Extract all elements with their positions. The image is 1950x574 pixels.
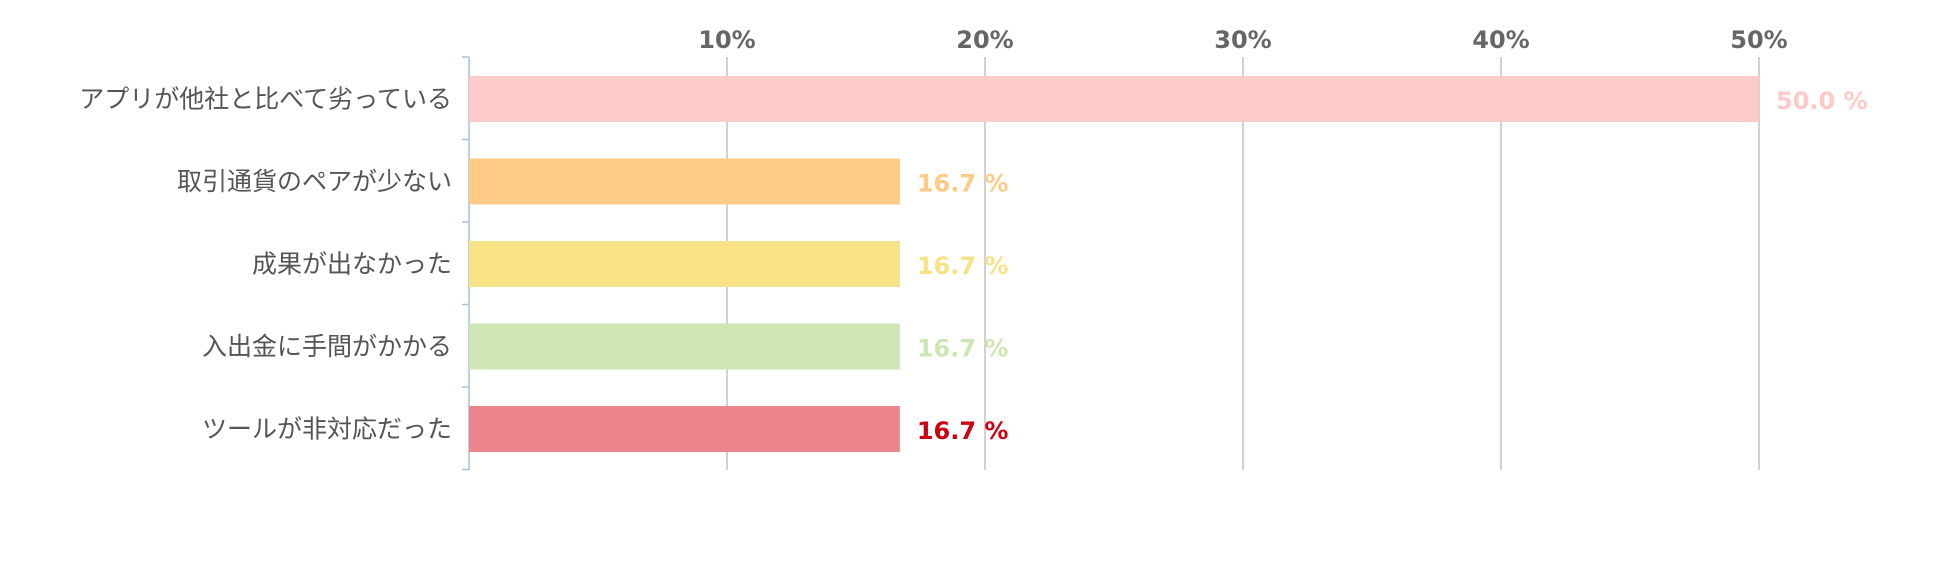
category-label: 取引通貨のペアが少ない bbox=[177, 167, 452, 196]
x-tick-label: 20% bbox=[956, 26, 1013, 54]
bar bbox=[469, 158, 900, 205]
category-label: 入出金に手間がかかる bbox=[202, 332, 452, 361]
category-labels: アプリが他社と比べて劣っている取引通貨のペアが少ない成果が出なかった入出金に手間… bbox=[79, 85, 452, 444]
x-axis-tick-labels: 10% 20% 30% 40% 50% bbox=[698, 26, 1787, 54]
value-label: 16.7 % bbox=[917, 170, 1009, 198]
category-label: ツールが非対応だった bbox=[202, 415, 452, 444]
bar bbox=[469, 76, 1759, 122]
bar bbox=[469, 241, 900, 287]
value-label: 16.7 % bbox=[917, 335, 1009, 363]
bar bbox=[469, 323, 900, 370]
x-tick-label: 40% bbox=[1472, 26, 1529, 54]
bars bbox=[469, 76, 1759, 452]
category-label: アプリが他社と比べて劣っている bbox=[79, 85, 452, 114]
value-label: 16.7 % bbox=[917, 252, 1009, 280]
value-label: 16.7 % bbox=[917, 417, 1009, 445]
bar bbox=[469, 406, 900, 452]
x-tick-label: 30% bbox=[1214, 26, 1271, 54]
value-label: 50.0 % bbox=[1776, 87, 1868, 115]
x-tick-label: 10% bbox=[698, 26, 755, 54]
x-tick-label: 50% bbox=[1730, 26, 1787, 54]
y-axis bbox=[462, 56, 470, 471]
gridlines bbox=[726, 57, 1760, 470]
value-labels: 50.0 % 16.7 % 16.7 % 16.7 % 16.7 % bbox=[917, 87, 1868, 445]
category-label: 成果が出なかった bbox=[252, 250, 452, 279]
